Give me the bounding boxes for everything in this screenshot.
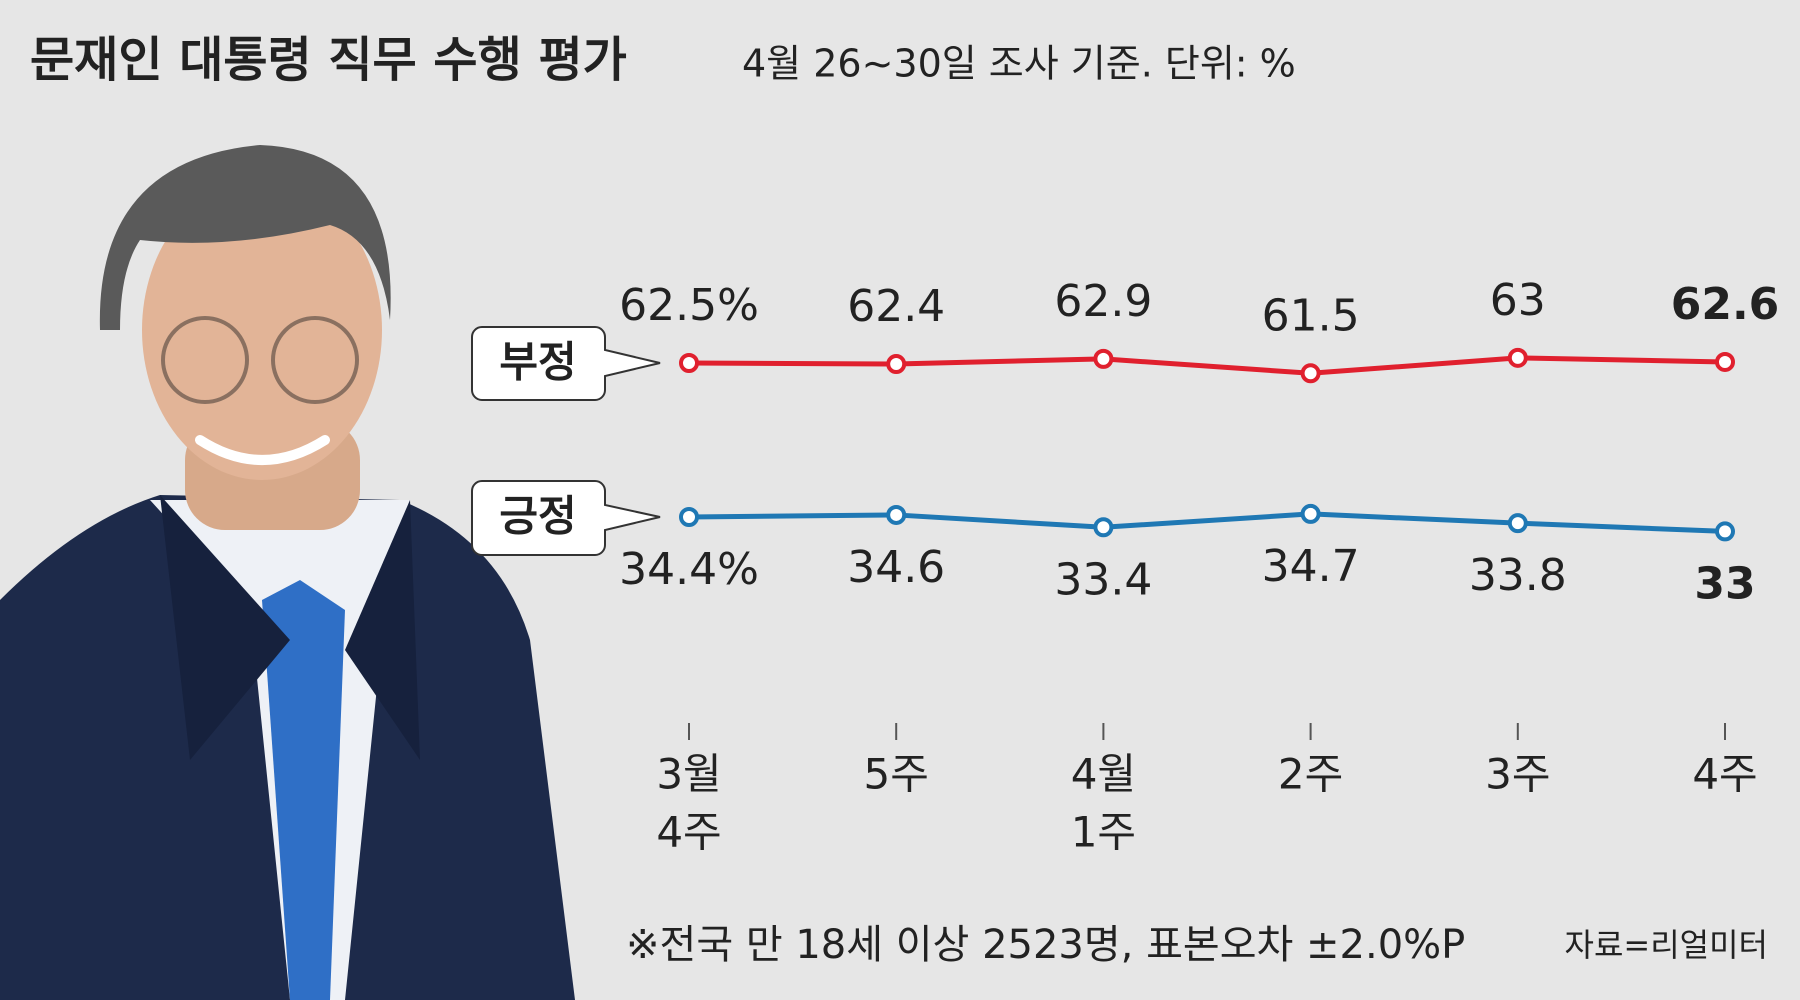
data-label: 61.5 [1262,290,1360,341]
x-tick-label: 4월 [1071,750,1136,799]
portrait [0,145,575,1000]
x-tick-label: 4주 [656,808,721,857]
data-label: 62.5% [619,280,759,331]
data-label: 33.8 [1469,550,1567,601]
data-point [1300,503,1321,524]
data-point [679,507,699,527]
data-label: 62.4 [847,281,945,332]
data-label: 34.4% [619,544,759,595]
data-label: 33.4 [1054,554,1152,605]
data-point [1507,513,1528,534]
data-point [886,504,907,525]
x-tick-label: 3주 [1485,750,1550,799]
x-tick-label: 4주 [1692,750,1757,799]
data-label: 62.6 [1671,279,1780,330]
data-point [1715,351,1735,372]
legend-callouts: 부정 긍정 [471,326,661,556]
x-tick-label: 2주 [1278,750,1343,799]
data-label: 62.9 [1054,276,1152,327]
data-point [1093,348,1114,369]
data-label: 34.7 [1262,541,1360,592]
legend-label: 부정 [499,338,576,387]
chart-subtitle: 4월 26~30일 조사 기준. 단위: % [742,42,1296,86]
legend-label: 긍정 [499,492,576,541]
data-label: 33 [1694,558,1755,609]
series-line [688,355,1726,376]
data-point [1093,517,1114,538]
data-point [679,353,699,373]
x-tick-label: 3월 [656,750,721,799]
x-tick-label: 5주 [864,750,929,799]
legend-box [471,326,661,401]
data-label: 34.6 [847,542,945,593]
legend-box [471,480,661,556]
source: 자료=리얼미터 [1565,926,1768,964]
data-point [1300,363,1321,384]
chart-title: 문재인 대통령 직무 수행 평가 [30,32,627,88]
data-point [1715,521,1735,542]
data-point [886,354,907,375]
series-line [688,511,1726,534]
x-tick-label: 1주 [1071,808,1136,857]
data-point [1507,347,1528,368]
footnote: ※전국 만 18세 이상 2523명, 표본오차 ±2.0%P [626,922,1465,968]
data-label: 63 [1490,275,1546,326]
